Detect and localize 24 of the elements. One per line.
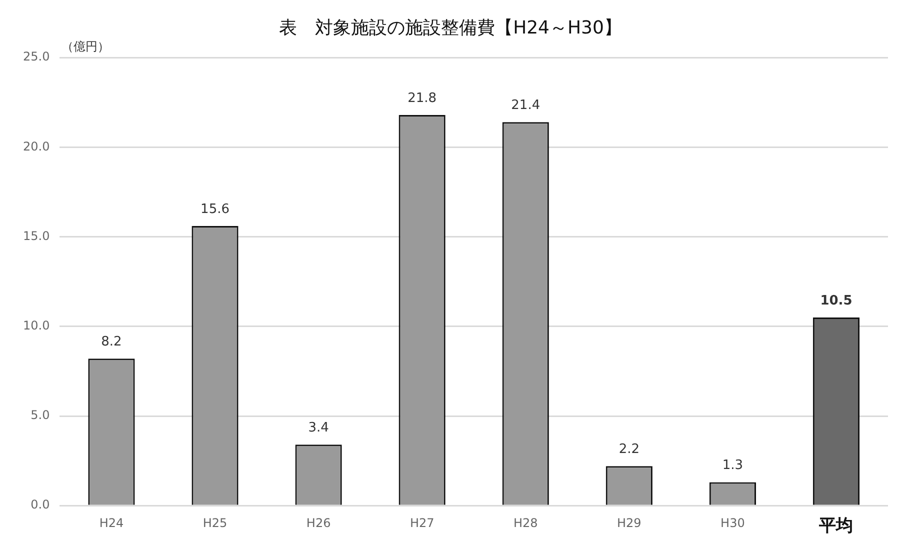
y-axis-title: （億円）: [62, 40, 110, 54]
y-tick-label: 0.0: [30, 498, 50, 512]
x-tick-label: 平均: [818, 516, 854, 536]
data-label: 15.6: [200, 202, 230, 217]
x-tick-label: H25: [202, 516, 228, 530]
data-label: 21.4: [511, 98, 540, 113]
chart-title: 表 対象施設の施設整備費【H24～H30】: [279, 17, 622, 38]
y-tick-label: 5.0: [30, 408, 50, 422]
x-tick-label: H24: [99, 516, 124, 530]
data-label: 10.5: [820, 293, 852, 308]
y-tick-label: 15.0: [23, 228, 50, 243]
x-tick-label: H26: [306, 516, 331, 530]
x-tick-label: H29: [617, 516, 642, 530]
x-tick-label: H28: [513, 516, 538, 530]
data-label: 2.2: [618, 442, 640, 458]
data-label: 21.8: [408, 90, 437, 106]
data-label: 3.4: [308, 420, 329, 436]
y-tick-label: 20.0: [23, 139, 50, 154]
data-label: 1.3: [722, 458, 744, 474]
x-tick-label: H27: [410, 516, 434, 530]
x-tick-label: H30: [720, 516, 745, 530]
data-label: 8.2: [101, 334, 122, 350]
y-tick-label: 10.0: [23, 318, 50, 333]
y-tick-label: 25.0: [23, 50, 50, 64]
